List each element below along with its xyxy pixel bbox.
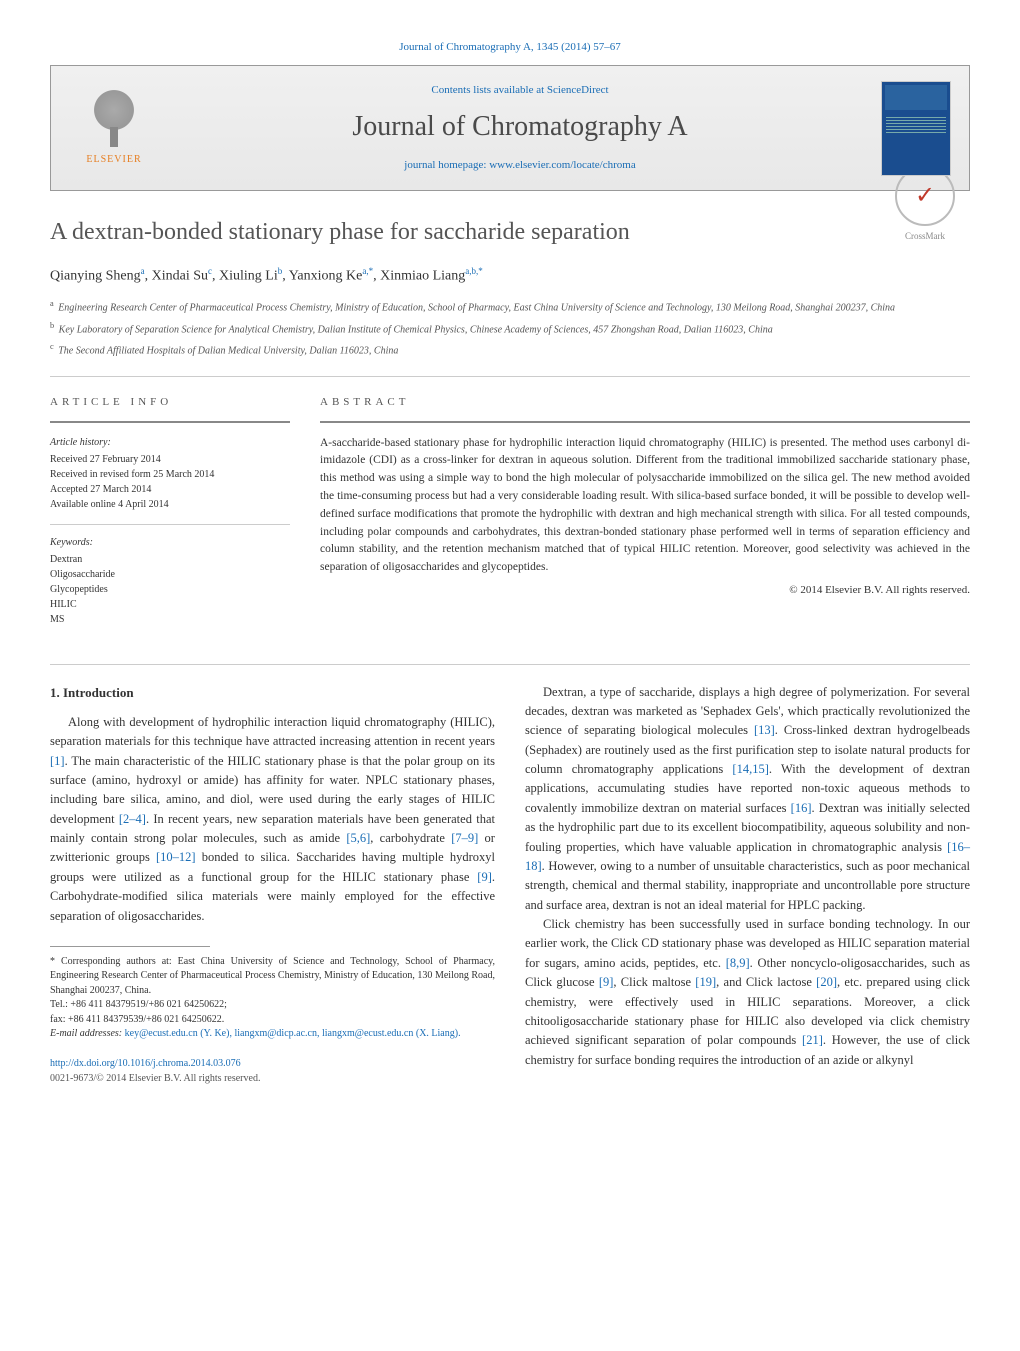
info-inner-divider [50,524,290,525]
homepage-prefix: journal homepage: [404,159,489,171]
journal-homepage: journal homepage: www.elsevier.com/locat… [159,158,881,173]
ref-link[interactable]: [1] [50,754,65,768]
top-citation[interactable]: Journal of Chromatography A, 1345 (2014)… [50,40,970,55]
crossmark-label: CrossMark [880,230,970,243]
ref-link[interactable]: [8,9] [726,956,750,970]
elsevier-text: ELSEVIER [86,153,141,167]
email-label: E-mail addresses: [50,1028,125,1039]
article-info-label: article info [50,395,290,410]
ref-link[interactable]: [21] [802,1033,823,1047]
abstract-label: abstract [320,395,970,410]
journal-name: Journal of Chromatography A [159,107,881,146]
keywords-heading: Keywords: [50,535,290,550]
article-title: A dextran-bonded stationary phase for sa… [50,216,970,250]
intro-heading: 1. Introduction [50,683,495,703]
journal-cover-thumb[interactable] [881,81,951,176]
journal-header: ELSEVIER Contents lists available at Sci… [50,65,970,191]
ref-link[interactable]: [19] [695,975,716,989]
sciencedirect-link[interactable]: ScienceDirect [547,84,609,96]
keywords-block: Keywords: DextranOligosaccharideGlycopep… [50,535,290,627]
body-divider [50,664,970,665]
right-paragraph-1: Dextran, a type of saccharide, displays … [525,683,970,916]
homepage-link[interactable]: www.elsevier.com/locate/chroma [489,159,636,171]
ref-link[interactable]: [2–4] [119,812,146,826]
right-paragraph-2: Click chemistry has been successfully us… [525,915,970,1070]
elsevier-logo[interactable]: ELSEVIER [69,78,159,178]
keyword: MS [50,612,290,627]
email-link[interactable]: key@ecust.edu.cn (Y. Ke), liangxm@dicp.a… [125,1028,461,1039]
history-line: Received 27 February 2014 [50,452,290,467]
corr-emails: E-mail addresses: key@ecust.edu.cn (Y. K… [50,1027,495,1042]
history-line: Accepted 27 March 2014 [50,482,290,497]
crossmark-badge[interactable]: ✓ CrossMark [880,166,970,243]
left-column: 1. Introduction Along with development o… [50,683,495,1087]
corr-fax: fax: +86 411 84379539/+86 021 64250622. [50,1013,495,1028]
corresponding-author-footnote: * Corresponding authors at: East China U… [50,955,495,1042]
ref-link[interactable]: [20] [816,975,837,989]
keyword: HILIC [50,597,290,612]
contents-line: Contents lists available at ScienceDirec… [159,83,881,98]
affiliation: c The Second Affiliated Hospitals of Dal… [50,341,970,358]
authors-line: Qianying Shenga, Xindai Suc, Xiuling Lib… [50,265,970,286]
corr-tel: Tel.: +86 411 84379519/+86 021 64250622; [50,998,495,1013]
intro-paragraph: Along with development of hydrophilic in… [50,713,495,926]
keyword: Oligosaccharide [50,567,290,582]
footnote-separator [50,946,210,947]
keyword: Glycopeptides [50,582,290,597]
affiliation: a Engineering Research Center of Pharmac… [50,298,970,315]
ref-link[interactable]: [14,15] [732,762,768,776]
ref-link[interactable]: [16–18] [525,840,970,873]
ref-link[interactable]: [13] [754,723,775,737]
elsevier-tree-icon [84,89,144,149]
abstract-text: A-saccharide-based stationary phase for … [320,435,970,578]
history-line: Available online 4 April 2014 [50,497,290,512]
info-divider [50,421,290,423]
ref-link[interactable]: [16] [791,801,812,815]
abstract-copyright: © 2014 Elsevier B.V. All rights reserved… [320,583,970,598]
ref-link[interactable]: [5,6] [346,831,370,845]
ref-link[interactable]: [9] [599,975,614,989]
contents-prefix: Contents lists available at [431,84,546,96]
corr-text: * Corresponding authors at: East China U… [50,955,495,999]
abstract-divider [320,421,970,423]
keyword: Dextran [50,552,290,567]
ref-link[interactable]: [7–9] [451,831,478,845]
affiliation: b Key Laboratory of Separation Science f… [50,320,970,337]
history-line: Received in revised form 25 March 2014 [50,467,290,482]
header-divider [50,376,970,377]
article-history: Article history: Received 27 February 20… [50,435,290,512]
history-heading: Article history: [50,435,290,450]
doi-line: http://dx.doi.org/10.1016/j.chroma.2014.… [50,1056,495,1072]
ref-link[interactable]: [10–12] [156,850,196,864]
ref-link[interactable]: [9] [477,870,492,884]
doi-link[interactable]: http://dx.doi.org/10.1016/j.chroma.2014.… [50,1058,241,1069]
issn-copyright: 0021-9673/© 2014 Elsevier B.V. All right… [50,1071,495,1087]
right-column: Dextran, a type of saccharide, displays … [525,683,970,1087]
